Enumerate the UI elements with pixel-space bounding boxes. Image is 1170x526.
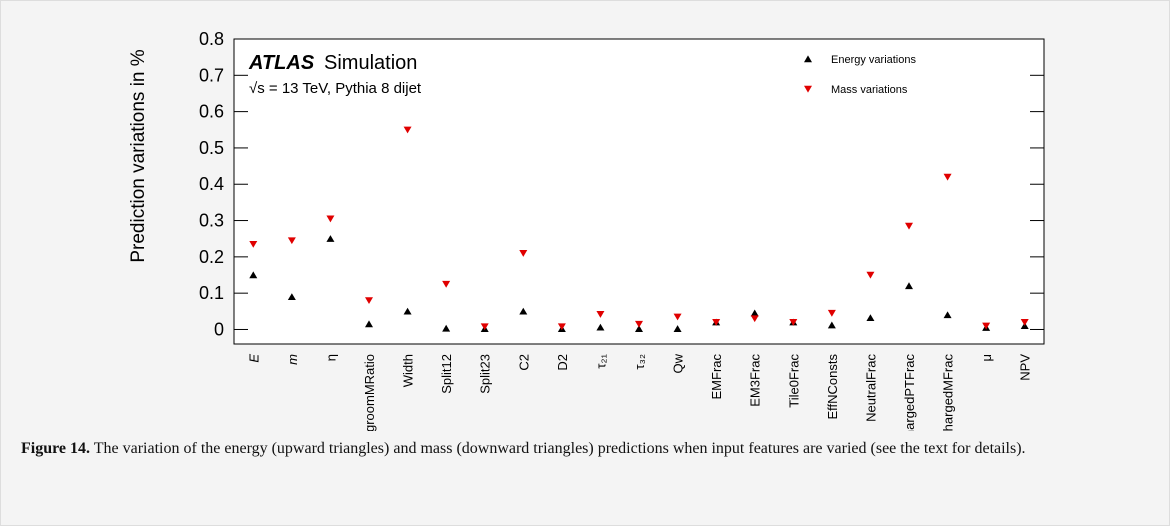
- y-tick-label: 0: [214, 319, 224, 339]
- y-tick-label: 0.3: [199, 211, 224, 231]
- y-axis-label: Prediction variations in %: [128, 49, 149, 262]
- x-tick-label: NeutralFrac: [863, 354, 878, 422]
- atlas-label: ATLAS: [248, 52, 315, 74]
- x-tick-label: m: [285, 354, 300, 365]
- marker: [635, 325, 643, 332]
- marker: [249, 240, 258, 248]
- caption-label: Figure 14.: [21, 440, 91, 457]
- marker: [750, 315, 759, 323]
- marker: [943, 311, 952, 319]
- y-tick-label: 0.5: [199, 138, 224, 158]
- marker: [673, 313, 682, 321]
- legend-label: Mass variations: [831, 84, 908, 96]
- x-tick-label: η: [323, 354, 338, 361]
- marker: [442, 324, 451, 332]
- x-tick-label: Tile0Frac: [786, 354, 801, 408]
- y-tick-label: 0.4: [199, 174, 224, 194]
- caption-text: The variation of the energy (upward tria…: [90, 440, 1026, 457]
- chart-subtitle: √s = 13 TeV, Pythia 8 dijet: [249, 80, 422, 97]
- marker: [249, 271, 258, 279]
- x-tick-label: τ₃₂: [632, 354, 647, 369]
- caption: Figure 14. The variation of the energy (…: [21, 437, 1141, 461]
- x-tick-label: EffNConsts: [825, 354, 840, 420]
- marker: [596, 311, 605, 318]
- marker: [635, 320, 643, 328]
- marker: [905, 282, 913, 290]
- y-tick-label: 0.7: [199, 65, 224, 85]
- x-tick-label: E: [246, 354, 261, 363]
- x-tick-label: hargedPTFrac: [902, 354, 917, 431]
- marker: [326, 215, 335, 223]
- y-tick-label: 0.2: [199, 247, 224, 267]
- x-tick-label: μ: [979, 354, 994, 362]
- y-tick-label: 0.6: [199, 102, 224, 122]
- marker: [519, 250, 528, 257]
- legend-label: Energy variations: [831, 54, 916, 66]
- marker: [943, 173, 952, 181]
- marker: [557, 323, 566, 331]
- marker: [326, 235, 335, 242]
- marker: [365, 320, 373, 328]
- marker: [365, 297, 373, 305]
- x-tick-label: NPV: [1018, 354, 1033, 381]
- marker: [789, 319, 798, 326]
- marker: [905, 222, 913, 230]
- x-tick-label: D2: [555, 354, 570, 371]
- marker: [403, 126, 412, 134]
- marker: [982, 322, 991, 330]
- legend-marker: [804, 85, 812, 93]
- x-tick-label: Width: [401, 354, 416, 387]
- marker: [1020, 319, 1029, 326]
- x-tick-label: Split23: [478, 354, 493, 394]
- x-tick-label: groomMRatio: [362, 354, 377, 431]
- marker: [596, 323, 605, 331]
- chart-title: Simulation: [324, 52, 417, 74]
- marker: [480, 323, 489, 331]
- marker: [866, 314, 875, 322]
- marker: [750, 309, 759, 317]
- marker: [827, 321, 836, 329]
- marker: [712, 319, 721, 326]
- marker: [673, 325, 682, 332]
- marker: [519, 307, 528, 315]
- x-tick-label: EM3Frac: [748, 354, 763, 407]
- marker: [403, 307, 412, 315]
- plot-frame: [233, 38, 1045, 345]
- chart: ATLAS Simulation √s = 13 TeV, Pythia 8 d…: [128, 29, 1045, 431]
- x-tick-label: τ₂₁: [593, 353, 608, 368]
- legend-marker: [804, 55, 812, 63]
- marker: [866, 271, 875, 279]
- marker: [287, 293, 296, 300]
- marker: [442, 280, 451, 288]
- x-tick-label: Split12: [439, 354, 454, 394]
- x-tick-label: C2: [516, 354, 531, 371]
- x-tick-label: Qw: [671, 353, 686, 373]
- marker: [827, 309, 836, 317]
- y-tick-label: 0.8: [199, 29, 224, 49]
- marker: [287, 237, 296, 245]
- x-tick-label: EMFrac: [709, 354, 724, 400]
- y-tick-label: 0.1: [199, 283, 224, 303]
- x-tick-label: ChargedMFrac: [941, 354, 956, 431]
